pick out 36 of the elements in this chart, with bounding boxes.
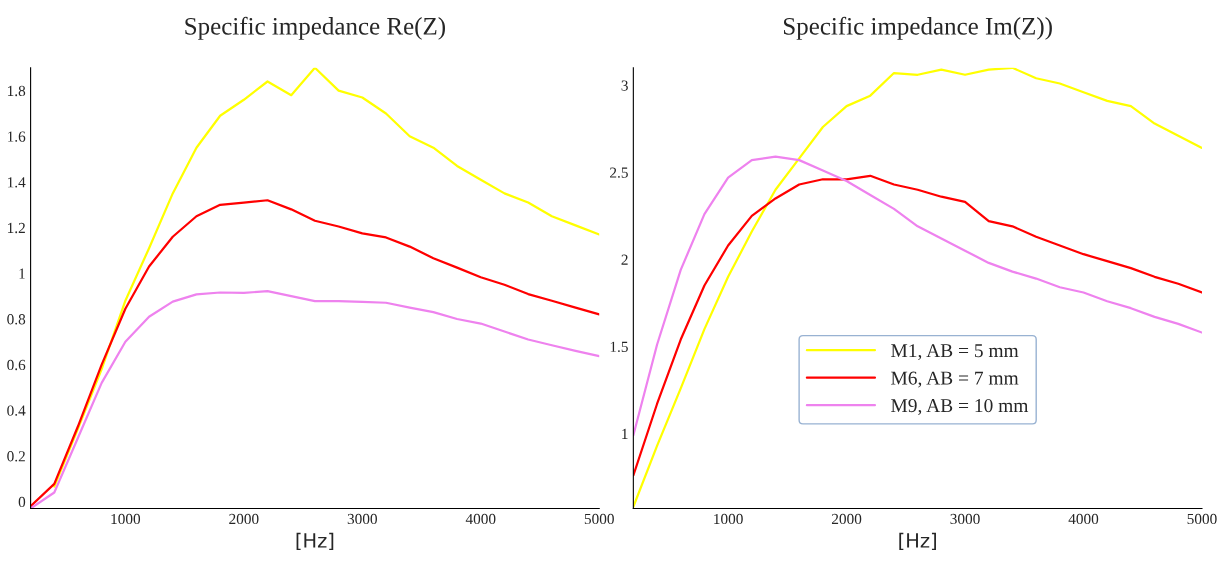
- line-series: [633, 67, 1202, 508]
- legend-label: M6, AB = 7 mm: [891, 371, 1019, 388]
- y-tick-label: 1.8: [7, 85, 26, 97]
- legend-label: M1, AB = 5 mm: [891, 344, 1019, 360]
- y-tick-label: 0.4: [7, 405, 26, 416]
- x-tick-label: 1000: [714, 513, 743, 525]
- line-series: [633, 174, 1202, 477]
- x-tick-label: 1000: [111, 513, 141, 525]
- x-axis-title: [Hz]: [899, 532, 936, 551]
- x-tick-label: 2000: [831, 513, 862, 525]
- x-tick-label: 5000: [1187, 513, 1217, 525]
- x-axis-title: [Hz]: [296, 532, 334, 551]
- line-series: [53, 67, 600, 488]
- y-tick-label: 0: [18, 496, 26, 508]
- y-tick-label: 1.4: [7, 177, 26, 188]
- x-tick-label: 2000: [229, 513, 259, 525]
- y-tick-label: 0.2: [7, 451, 25, 462]
- x-tick-label: 3000: [950, 513, 980, 525]
- x-tick-label: 5000: [584, 513, 614, 525]
- chart-title: Specific impedance Re(Z): [185, 16, 445, 40]
- x-tick-label: 4000: [465, 513, 496, 525]
- y-tick-label: 0.8: [7, 314, 26, 325]
- y-tick-label: 1.2: [7, 222, 25, 234]
- line-series: [633, 155, 1202, 437]
- y-tick-label: 1: [622, 428, 628, 439]
- x-tick-label: 3000: [347, 513, 377, 525]
- chart-title: Specific impedance Im(Z)): [783, 16, 1052, 40]
- y-tick-label: 3: [621, 80, 628, 91]
- y-tick-label: 2.5: [610, 167, 628, 178]
- y-tick-label: 1.5: [610, 341, 628, 353]
- legend-label: M9, AB = 10 mm: [891, 399, 1029, 415]
- y-tick-label: 1.6: [7, 131, 26, 142]
- x-tick-label: 4000: [1068, 513, 1099, 525]
- y-tick-label: 0.6: [7, 359, 26, 371]
- y-tick-label: 1: [19, 268, 25, 279]
- y-tick-label: 2: [621, 254, 628, 265]
